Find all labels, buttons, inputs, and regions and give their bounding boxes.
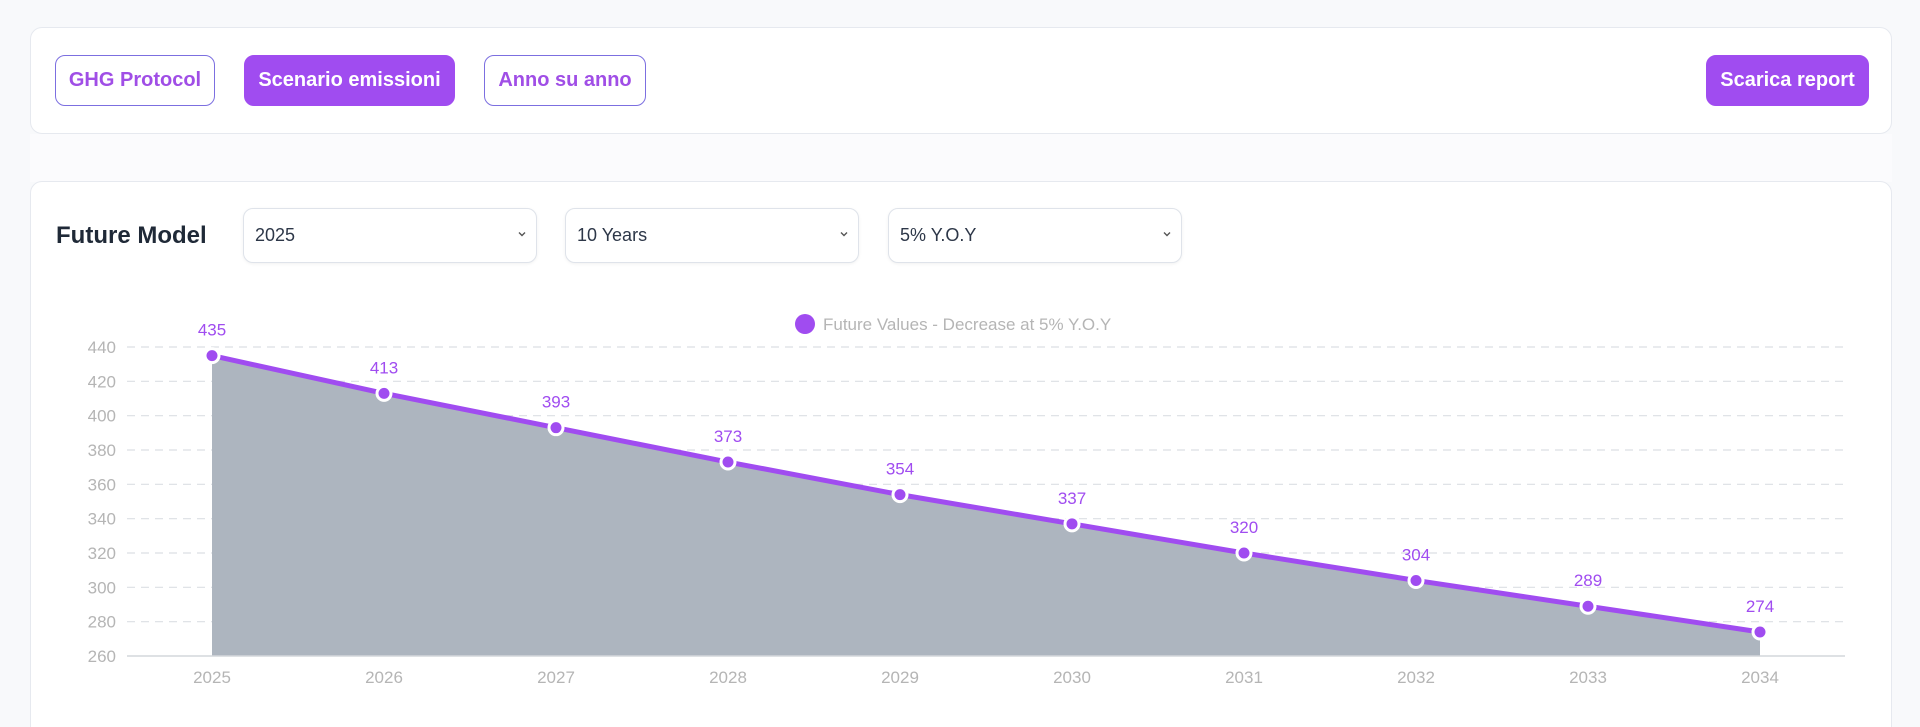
horizon-select[interactable]: 10 Years xyxy=(565,208,859,263)
data-label: 354 xyxy=(886,460,914,479)
series-line xyxy=(211,353,1761,635)
data-point[interactable] xyxy=(547,419,565,437)
chevron-down-icon xyxy=(1163,232,1171,237)
y-tick-label: 300 xyxy=(88,578,116,597)
area-fill xyxy=(212,355,1760,656)
x-tick-label: 2029 xyxy=(881,668,919,687)
data-point[interactable] xyxy=(1063,515,1081,533)
rate-select[interactable]: 5% Y.O.Y xyxy=(888,208,1182,263)
data-label: 393 xyxy=(542,393,570,412)
data-label: 435 xyxy=(198,321,226,340)
legend-swatch xyxy=(795,314,815,334)
future-model-title: Future Model xyxy=(56,222,207,249)
y-tick-label: 280 xyxy=(88,613,116,632)
tab-anno-su-anno[interactable]: Anno su anno xyxy=(484,55,646,106)
start-year-select[interactable]: 2025 xyxy=(243,208,537,263)
data-point[interactable] xyxy=(891,486,909,504)
chart-legend[interactable]: Future Values - Decrease at 5% Y.O.Y xyxy=(795,314,1111,334)
data-point[interactable] xyxy=(1407,571,1425,589)
y-tick-label: 440 xyxy=(88,338,116,357)
top-toolbar: GHG Protocol Scenario emissioni Anno su … xyxy=(30,27,1892,134)
x-tick-label: 2031 xyxy=(1225,668,1263,687)
data-point[interactable] xyxy=(1751,623,1769,641)
tab-ghg-protocol[interactable]: GHG Protocol xyxy=(55,55,215,106)
chevron-down-icon xyxy=(840,232,848,237)
x-tick-label: 2033 xyxy=(1569,668,1607,687)
rate-value: 5% Y.O.Y xyxy=(900,225,977,245)
y-tick-label: 340 xyxy=(88,510,116,529)
data-label: 373 xyxy=(714,427,742,446)
x-tick-label: 2026 xyxy=(365,668,403,687)
horizon-value: 10 Years xyxy=(577,225,648,245)
y-tick-label: 360 xyxy=(88,475,116,494)
data-label: 320 xyxy=(1230,518,1258,537)
y-tick-label: 400 xyxy=(88,407,116,426)
chevron-down-icon xyxy=(518,232,526,237)
x-tick-label: 2028 xyxy=(709,668,747,687)
tab-scenario-emissioni[interactable]: Scenario emissioni xyxy=(244,55,455,106)
x-tick-label: 2030 xyxy=(1053,668,1091,687)
data-label: 304 xyxy=(1402,545,1430,564)
legend-label: Future Values - Decrease at 5% Y.O.Y xyxy=(823,315,1111,334)
download-report-button[interactable]: Scarica report xyxy=(1706,55,1869,106)
data-point[interactable] xyxy=(1235,544,1253,562)
data-point[interactable] xyxy=(719,453,737,471)
y-tick-label: 380 xyxy=(88,441,116,460)
data-point[interactable] xyxy=(203,347,221,365)
data-point[interactable] xyxy=(1579,597,1597,615)
y-tick-label: 420 xyxy=(88,372,116,391)
x-tick-label: 2032 xyxy=(1397,668,1435,687)
y-tick-label: 260 xyxy=(88,647,116,666)
x-tick-label: 2025 xyxy=(193,668,231,687)
data-label: 289 xyxy=(1574,571,1602,590)
spacer-strip xyxy=(30,134,1892,182)
data-label: 274 xyxy=(1746,597,1774,616)
x-tick-label: 2034 xyxy=(1741,668,1779,687)
start-year-value: 2025 xyxy=(255,225,296,245)
x-tick-label: 2027 xyxy=(537,668,575,687)
data-label: 413 xyxy=(370,358,398,377)
data-point[interactable] xyxy=(375,384,393,402)
y-tick-label: 320 xyxy=(88,544,116,563)
data-label: 337 xyxy=(1058,489,1086,508)
